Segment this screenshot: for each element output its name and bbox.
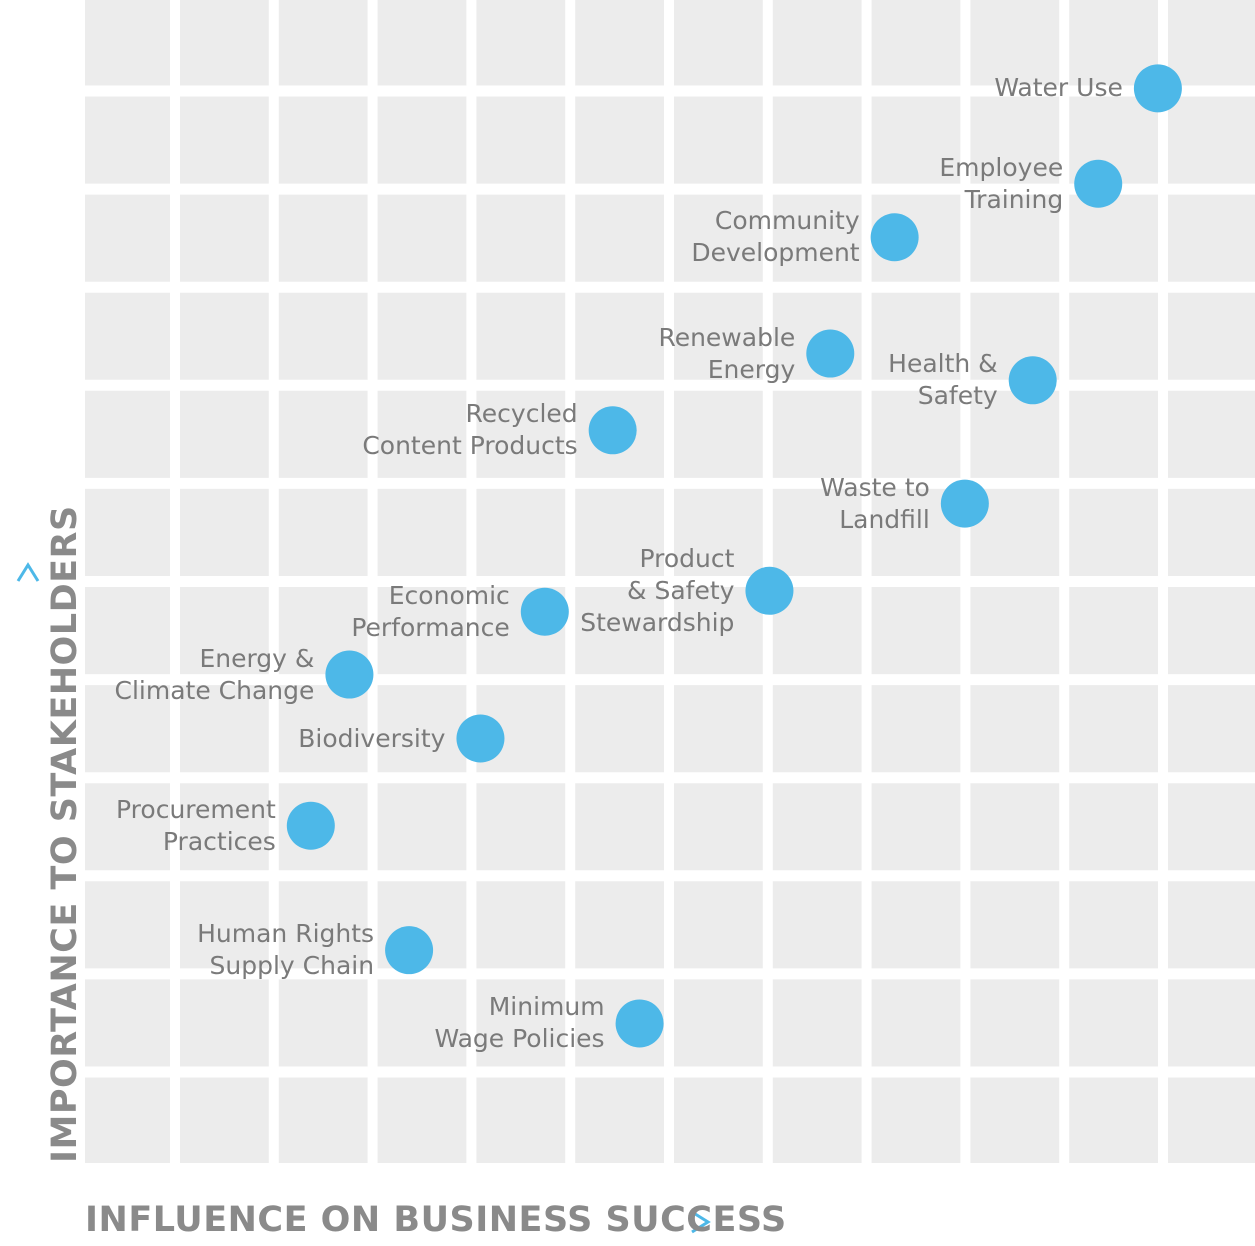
point-label: Human Rights Supply Chain [197, 919, 375, 981]
point-label: Minimum Wage Policies [434, 992, 605, 1054]
point-label: Product & Safety Stewardship [580, 543, 735, 637]
point-label: Community Development [691, 206, 860, 268]
data-point [615, 999, 664, 1048]
data-point [806, 329, 855, 378]
data-point [456, 714, 505, 763]
point-label: Waste to Landfill [820, 472, 930, 534]
point-label: Health & Safety [888, 349, 998, 411]
y-arrow [16, 562, 40, 582]
point-label: Renewable Energy [658, 322, 796, 384]
data-point [870, 213, 919, 262]
point-label: Energy & Climate Change [114, 643, 315, 705]
data-point [520, 587, 569, 636]
point-label: Procurement Practices [116, 794, 276, 856]
data-point [325, 650, 374, 699]
data-point [745, 566, 794, 615]
x-axis-title: INFLUENCE ON BUSINESS SUCCESS [85, 1200, 787, 1240]
point-label: Recycled Content Products [362, 399, 578, 461]
y-axis-title: IMPORTANCE TO STAKEHOLDERS [45, 505, 85, 1163]
x-arrow [691, 1210, 711, 1234]
data-point [385, 926, 434, 975]
point-label: Water Use [994, 73, 1123, 103]
data-point [588, 406, 637, 455]
data-point [1008, 356, 1057, 405]
point-label: Employee Training [939, 152, 1064, 214]
data-point [1133, 64, 1182, 113]
data-point [286, 801, 335, 850]
data-point [1074, 159, 1123, 208]
point-label: Biodiversity [298, 723, 446, 753]
data-point [940, 479, 989, 528]
point-label: Economic Performance [351, 580, 510, 642]
